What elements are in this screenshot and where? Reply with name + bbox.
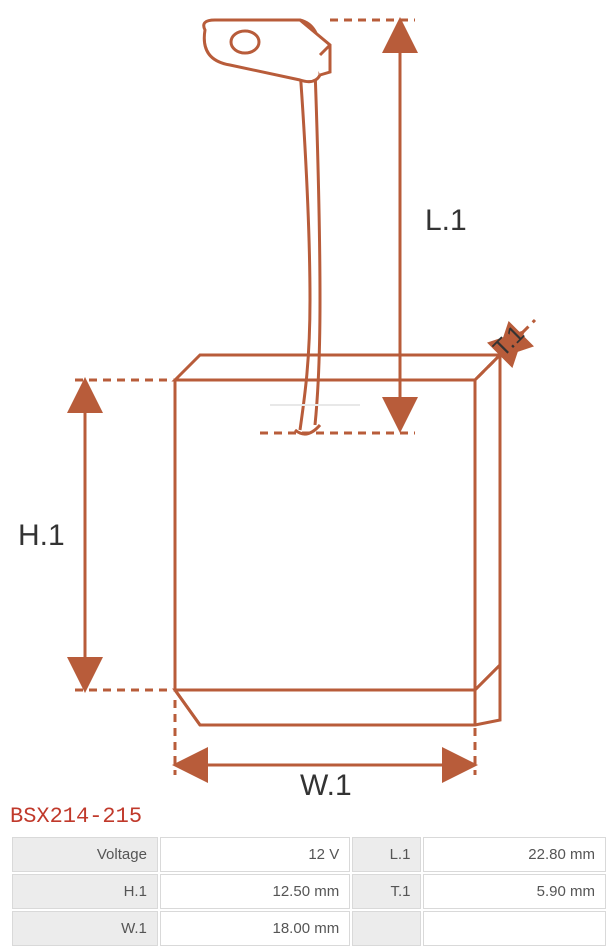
diagram-svg: L.1 H.1 W.1 T.1 — [0, 0, 608, 800]
spec-value: 12.50 mm — [160, 874, 350, 909]
spec-label: L.1 — [352, 837, 421, 872]
dim-label-l1: L.1 — [425, 204, 467, 237]
spec-label: Voltage — [12, 837, 158, 872]
spec-label — [352, 911, 421, 946]
table-row: H.112.50 mmT.15.90 mm — [12, 874, 606, 909]
spec-label: H.1 — [12, 874, 158, 909]
spec-value: 22.80 mm — [423, 837, 606, 872]
spec-value: 12 V — [160, 837, 350, 872]
table-row: Voltage12 VL.122.80 mm — [12, 837, 606, 872]
page: L.1 H.1 W.1 T.1 — [0, 0, 608, 948]
dim-label-h1: H.1 — [18, 519, 65, 552]
table-row: W.118.00 mm — [12, 911, 606, 946]
spec-label: W.1 — [12, 911, 158, 946]
spec-value: 5.90 mm — [423, 874, 606, 909]
spec-label: T.1 — [352, 874, 421, 909]
spec-table: Voltage12 VL.122.80 mmH.112.50 mmT.15.90… — [10, 835, 608, 948]
technical-diagram: L.1 H.1 W.1 T.1 — [0, 0, 608, 800]
spec-value: 18.00 mm — [160, 911, 350, 946]
spec-value — [423, 911, 606, 946]
dim-label-w1: W.1 — [300, 769, 352, 800]
part-number-title: BSX214-215 — [0, 800, 608, 835]
